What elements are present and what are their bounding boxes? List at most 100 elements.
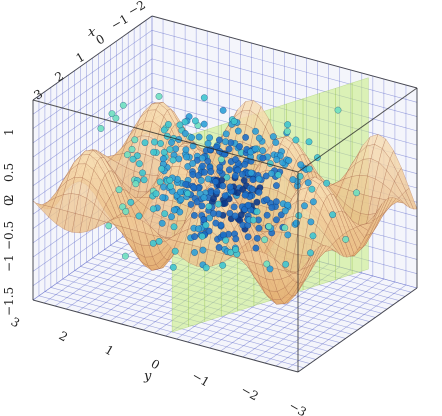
scatter-point <box>259 147 267 154</box>
scatter-point <box>155 238 163 245</box>
scatter-point <box>307 218 315 226</box>
scatter-point <box>236 217 244 224</box>
scatter-point <box>219 107 227 114</box>
scatter-point <box>132 180 140 188</box>
scatter-point <box>225 145 233 153</box>
scatter-point <box>216 163 224 171</box>
scatter-point <box>289 176 297 183</box>
scatter-point <box>263 260 271 268</box>
scatter-point <box>149 239 157 247</box>
scatter-point <box>216 136 223 144</box>
scatter-point <box>252 127 259 135</box>
scatter-point <box>231 212 239 220</box>
scatter-point <box>108 110 116 118</box>
scatter-point <box>268 204 276 211</box>
scatter-point <box>305 165 313 173</box>
scatter-point <box>124 151 131 159</box>
z-tick-label: −1.5 <box>2 287 16 316</box>
scatter-point <box>234 127 242 135</box>
scatter-points <box>97 93 360 273</box>
scatter-point <box>128 145 136 153</box>
scatter-point <box>136 160 143 168</box>
grid-line <box>32 44 153 129</box>
scatter-point <box>305 138 313 146</box>
scatter-point <box>217 156 225 163</box>
scatter-point <box>253 234 261 242</box>
scatter-point <box>221 200 229 207</box>
grid-line <box>275 281 396 367</box>
scatter-point <box>172 145 180 153</box>
scatter-point <box>222 236 230 244</box>
scatter-point <box>170 223 178 231</box>
scatter-point <box>273 198 280 206</box>
scatter-point <box>105 222 113 230</box>
scatter-point <box>181 118 189 126</box>
scatter-point <box>219 262 227 269</box>
scatter-point <box>204 175 212 183</box>
scatter-point <box>310 198 317 206</box>
scatter-point <box>200 120 208 128</box>
scatter-point <box>255 224 263 232</box>
grid-line <box>32 30 153 115</box>
scatter-point <box>204 140 212 147</box>
scatter-point <box>247 169 255 177</box>
grid-line <box>151 44 418 117</box>
scatter-point <box>199 246 207 254</box>
scatter-point <box>263 211 271 219</box>
scatter-point <box>251 145 259 153</box>
scatter-point <box>252 244 260 252</box>
scatter-point <box>135 212 143 220</box>
scatter-point <box>112 114 120 122</box>
scatter-point <box>197 177 205 184</box>
scatter-point <box>198 202 206 210</box>
scatter-point <box>274 171 282 179</box>
scatter-point <box>285 157 293 164</box>
scatter-point <box>244 201 252 209</box>
scatter-point <box>115 186 123 194</box>
scatter-point <box>265 223 273 230</box>
scatter-point <box>184 190 192 197</box>
scatter-point <box>182 146 190 154</box>
scatter-point <box>152 190 160 198</box>
scatter-point <box>242 134 249 141</box>
scatter-point <box>253 208 261 215</box>
scatter-point <box>307 249 314 257</box>
grid-line <box>242 272 362 358</box>
scatter-point <box>127 198 135 206</box>
z-tick-label: −0.5 <box>2 221 16 250</box>
scatter-point <box>255 134 263 142</box>
scatter-point <box>151 138 158 146</box>
scatter-point <box>295 212 303 219</box>
scatter-point <box>284 231 292 239</box>
grid-line <box>32 87 153 172</box>
scatter-point <box>309 232 317 240</box>
scatter-point <box>167 182 174 190</box>
scatter-point <box>281 224 289 232</box>
z-tick-label: −1 <box>2 254 16 272</box>
scatter-point <box>119 101 127 109</box>
scatter-point <box>122 208 130 215</box>
scatter-point <box>160 148 168 156</box>
scatter-point <box>175 155 183 163</box>
scatter-point <box>284 201 292 209</box>
scatter-point <box>157 140 164 147</box>
scatter-point <box>119 203 126 211</box>
scatter-point <box>160 126 168 134</box>
grid-line <box>264 278 385 364</box>
scatter-point <box>269 133 277 140</box>
scatter-point <box>266 265 274 273</box>
scatter-point <box>97 125 105 132</box>
scatter-point <box>168 139 175 146</box>
scatter-point <box>200 94 208 102</box>
scatter-point <box>232 246 239 253</box>
scatter-point <box>323 179 330 187</box>
scatter-point <box>353 189 360 197</box>
scatter-point <box>241 161 249 168</box>
y-tick-label: −2 <box>239 382 261 403</box>
scatter-point <box>281 207 289 215</box>
scatter-point <box>206 134 213 142</box>
grid-line <box>253 275 374 361</box>
box-edge <box>32 99 299 173</box>
scatter-point <box>177 195 185 203</box>
scatter-point <box>140 176 148 184</box>
